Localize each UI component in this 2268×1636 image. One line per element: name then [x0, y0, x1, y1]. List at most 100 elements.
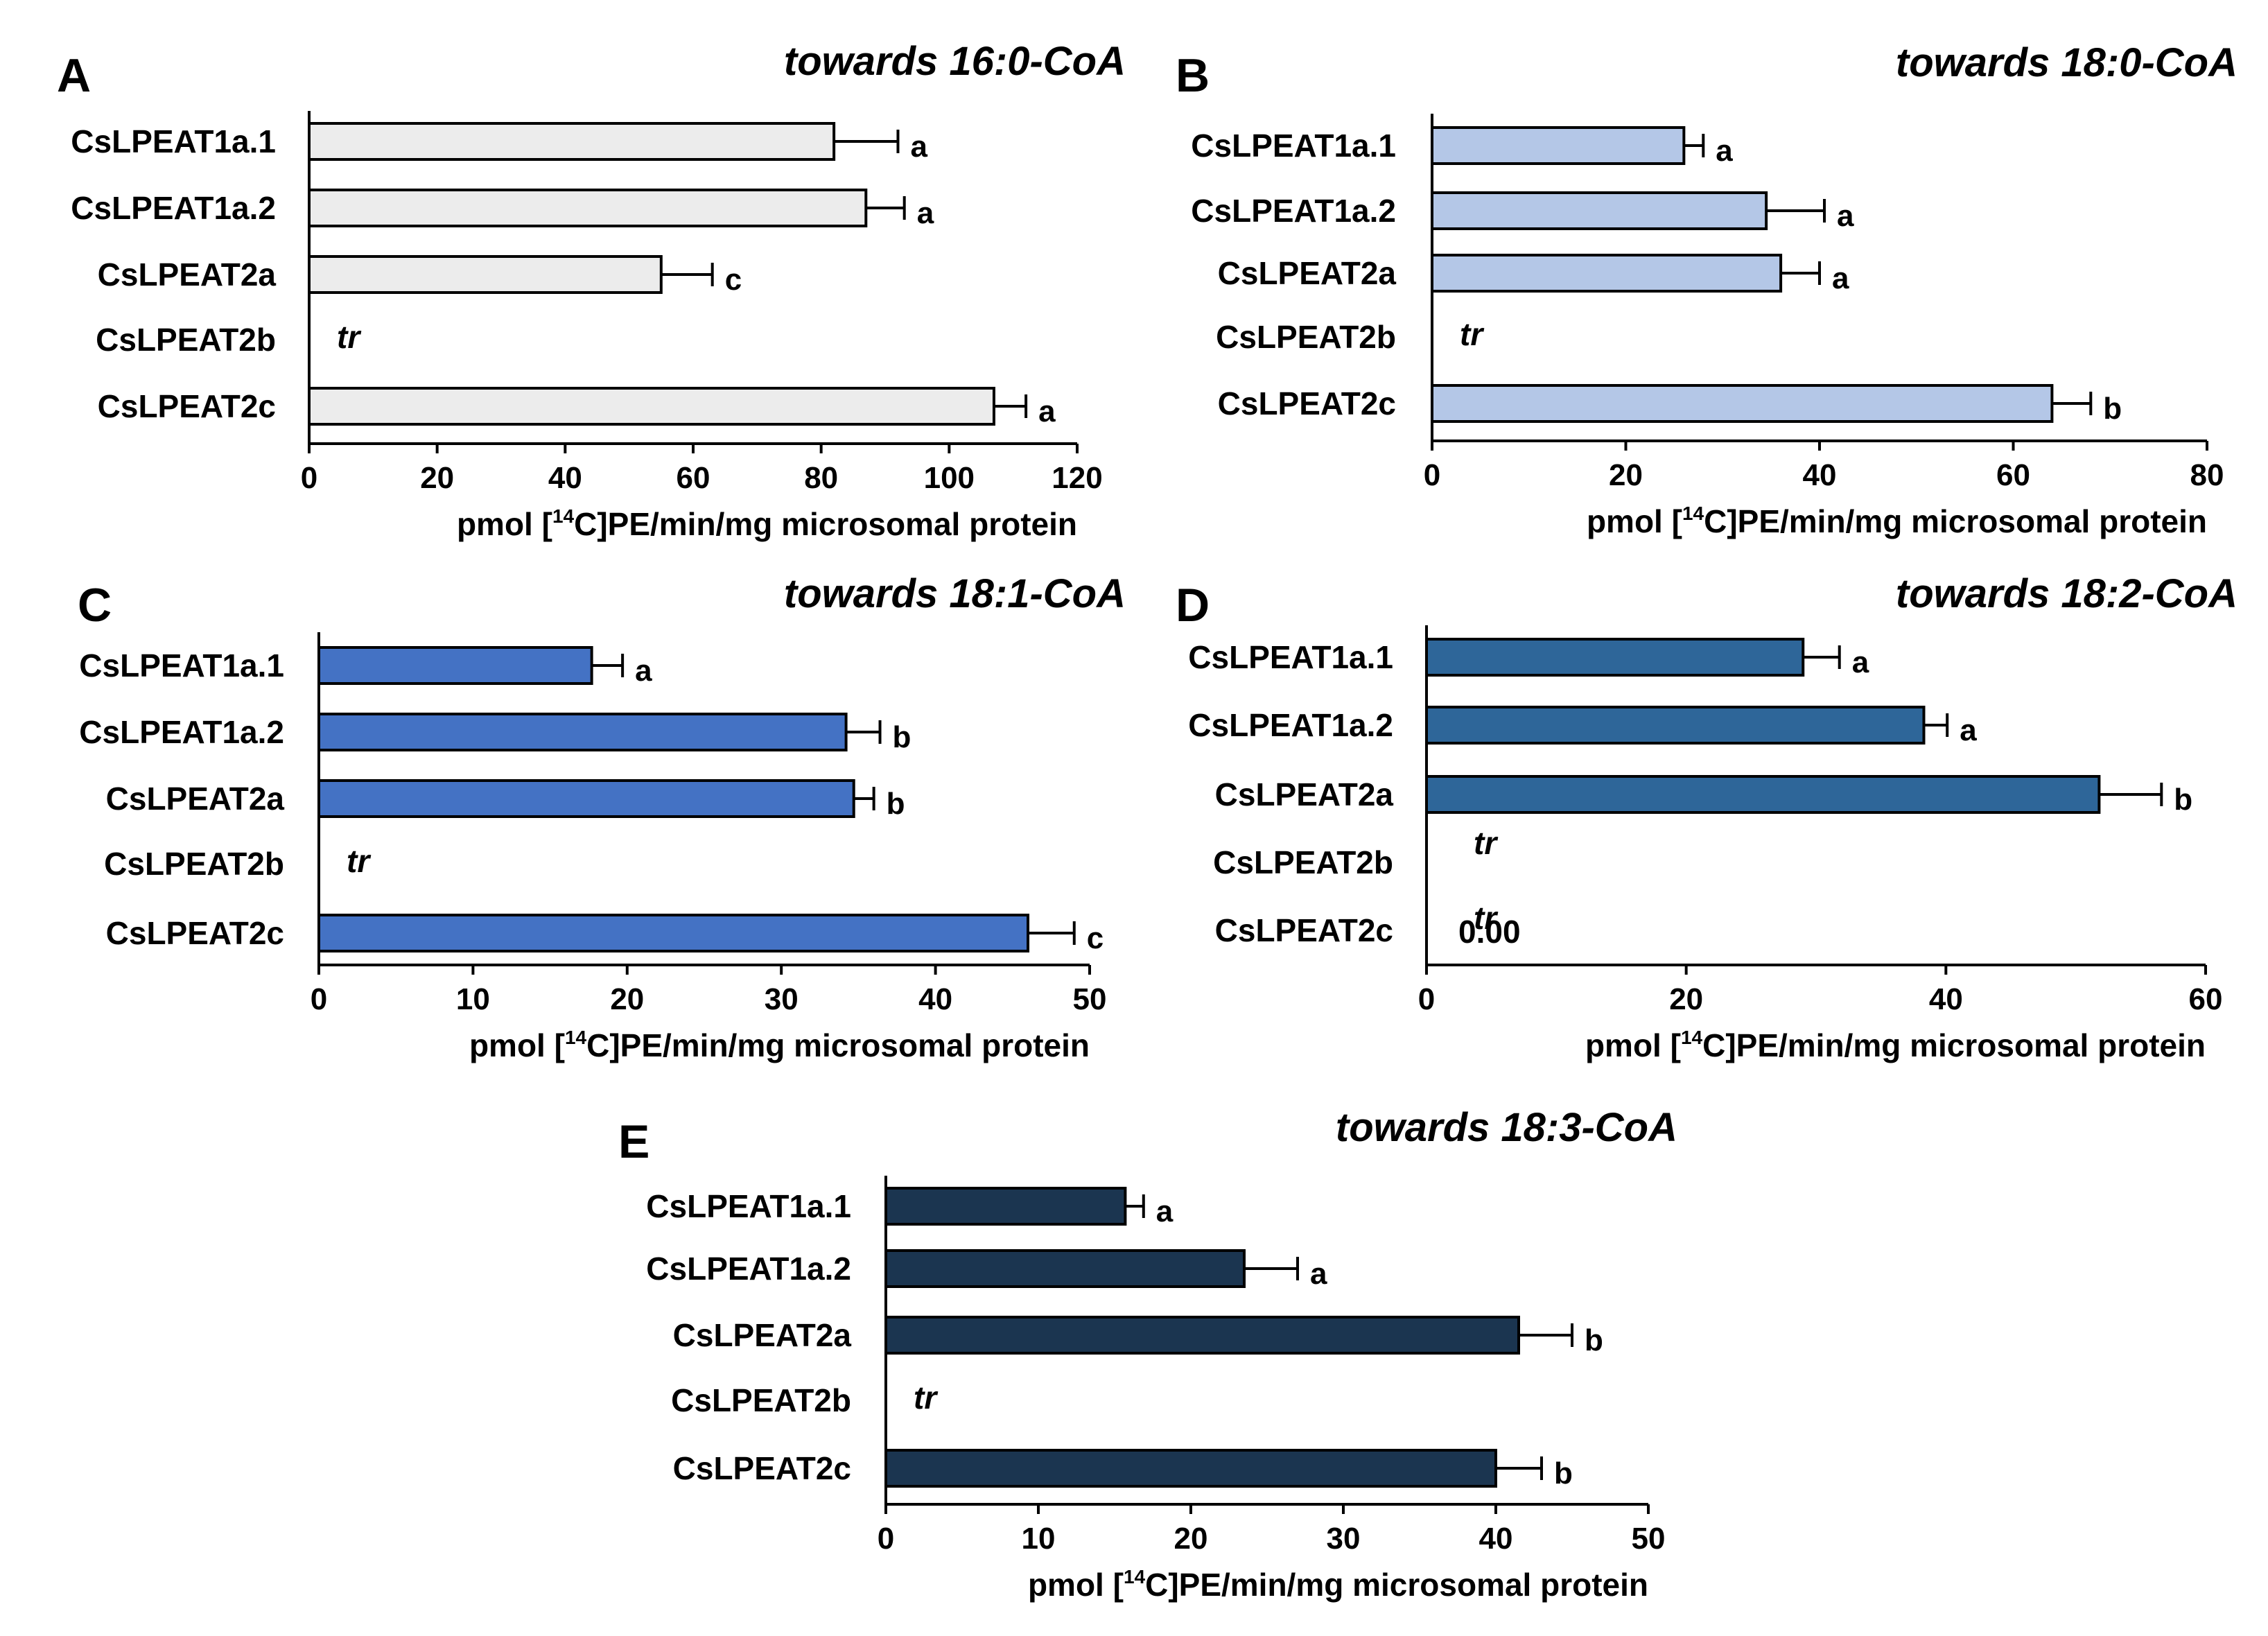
category-label: CsLPEAT2c: [1218, 385, 1396, 421]
x-tick-label: 0: [1418, 982, 1435, 1016]
panel-title: towards 18:1-CoA: [784, 571, 1126, 616]
x-tick-label: 40: [548, 461, 582, 495]
bar: [317, 646, 593, 685]
category-label: CsLPEAT1a.2: [1188, 707, 1393, 743]
bar: [1425, 775, 2101, 814]
significance-label: b: [1554, 1456, 1573, 1490]
panel-title: towards 18:0-CoA: [1896, 40, 2238, 85]
significance-label: b: [887, 787, 905, 821]
trace-label: tr: [914, 1380, 938, 1416]
significance-label: b: [2174, 783, 2192, 817]
x-tick-label: 0: [301, 461, 317, 495]
category-label: CsLPEAT1a.1: [1188, 639, 1393, 675]
bar: [317, 713, 848, 751]
significance-label: c: [725, 263, 742, 297]
significance-label: a: [917, 196, 934, 230]
panel-letter: B: [1176, 49, 1210, 102]
significance-label: b: [1585, 1323, 1603, 1357]
bar: [308, 387, 995, 426]
significance-label: a: [1837, 199, 1854, 233]
panel-title: towards 18:3-CoA: [1336, 1105, 1677, 1150]
category-label: CsLPEAT2c: [1215, 912, 1393, 948]
panel-letter: A: [57, 49, 91, 102]
x-tick-label: 60: [2189, 982, 2223, 1016]
bar: [308, 122, 836, 161]
bar: [884, 1449, 1497, 1488]
x-axis-label: pmol [14C]PE/min/mg microsomal protein: [1028, 1566, 1648, 1603]
x-tick-label: 60: [1996, 458, 2030, 492]
significance-label: a: [1832, 261, 1849, 295]
category-label: CsLPEAT1a.2: [646, 1251, 851, 1287]
trace-label: tr: [1474, 825, 1498, 861]
x-tick-label: 0: [878, 1522, 894, 1556]
category-label: CsLPEAT1a.2: [71, 190, 276, 226]
significance-label: a: [910, 130, 927, 164]
x-tick-label: 20: [610, 982, 644, 1016]
category-label: CsLPEAT1a.2: [1191, 193, 1396, 229]
x-tick-label: 20: [1174, 1522, 1208, 1556]
significance-label: a: [1716, 134, 1733, 168]
trace-label: tr: [1460, 316, 1484, 352]
bar: [1431, 191, 1768, 230]
bar: [317, 779, 855, 818]
bar: [1425, 706, 1926, 745]
panel-letter: E: [618, 1115, 649, 1168]
x-tick-label: 40: [1803, 458, 1837, 492]
category-label: CsLPEAT2b: [96, 322, 276, 358]
bar: [1431, 254, 1783, 293]
x-tick-label: 80: [804, 461, 838, 495]
category-label: CsLPEAT2b: [1213, 844, 1393, 880]
category-label: CsLPEAT2b: [104, 846, 284, 882]
x-tick-label: 0: [311, 982, 327, 1016]
x-tick-label: 50: [1632, 1522, 1666, 1556]
category-label: CsLPEAT2c: [98, 388, 276, 424]
category-label: CsLPEAT2b: [671, 1382, 851, 1418]
significance-label: a: [1156, 1194, 1174, 1228]
x-tick-label: 10: [456, 982, 490, 1016]
category-label: CsLPEAT2c: [106, 915, 284, 951]
category-label: CsLPEAT1a.1: [646, 1188, 851, 1224]
bar: [308, 189, 868, 227]
x-tick-label: 50: [1073, 982, 1107, 1016]
category-label: CsLPEAT2a: [98, 256, 277, 293]
bar: [308, 255, 663, 294]
category-label: CsLPEAT2a: [1218, 255, 1397, 291]
x-tick-label: 30: [1327, 1522, 1361, 1556]
significance-label: a: [1852, 645, 1869, 679]
bar: [884, 1187, 1127, 1226]
significance-label: b: [893, 720, 911, 754]
category-label: CsLPEAT1a.1: [79, 647, 284, 684]
trace-label: tr: [337, 319, 361, 355]
bar: [884, 1316, 1520, 1355]
bar: [1431, 126, 1686, 165]
x-tick-label: 40: [918, 982, 952, 1016]
significance-label: b: [2103, 392, 2122, 426]
significance-label: a: [635, 654, 652, 688]
category-label: CsLPEAT2c: [673, 1450, 851, 1486]
panel-letter: C: [78, 579, 112, 632]
x-tick-label: 0: [1424, 458, 1440, 492]
category-label: CsLPEAT2a: [1215, 776, 1394, 812]
x-tick-label: 80: [2190, 458, 2224, 492]
x-tick-label: 20: [420, 461, 454, 495]
x-tick-label: 120: [1052, 461, 1102, 495]
x-axis-label: pmol [14C]PE/min/mg microsomal protein: [1585, 1027, 2206, 1063]
x-tick-label: 20: [1609, 458, 1643, 492]
x-tick-label: 20: [1669, 982, 1703, 1016]
bar: [1431, 384, 2054, 423]
bar: [884, 1249, 1246, 1288]
panel-title: towards 16:0-CoA: [784, 39, 1126, 84]
category-label: CsLPEAT2a: [106, 781, 285, 817]
x-tick-label: 100: [924, 461, 975, 495]
significance-label: c: [1087, 921, 1104, 955]
zero-value-label: 0.00: [1458, 914, 1521, 950]
significance-label: a: [1310, 1257, 1327, 1291]
x-tick-label: 60: [677, 461, 710, 495]
x-axis-label: pmol [14C]PE/min/mg microsomal protein: [1587, 503, 2207, 539]
significance-label: a: [1960, 713, 1977, 747]
